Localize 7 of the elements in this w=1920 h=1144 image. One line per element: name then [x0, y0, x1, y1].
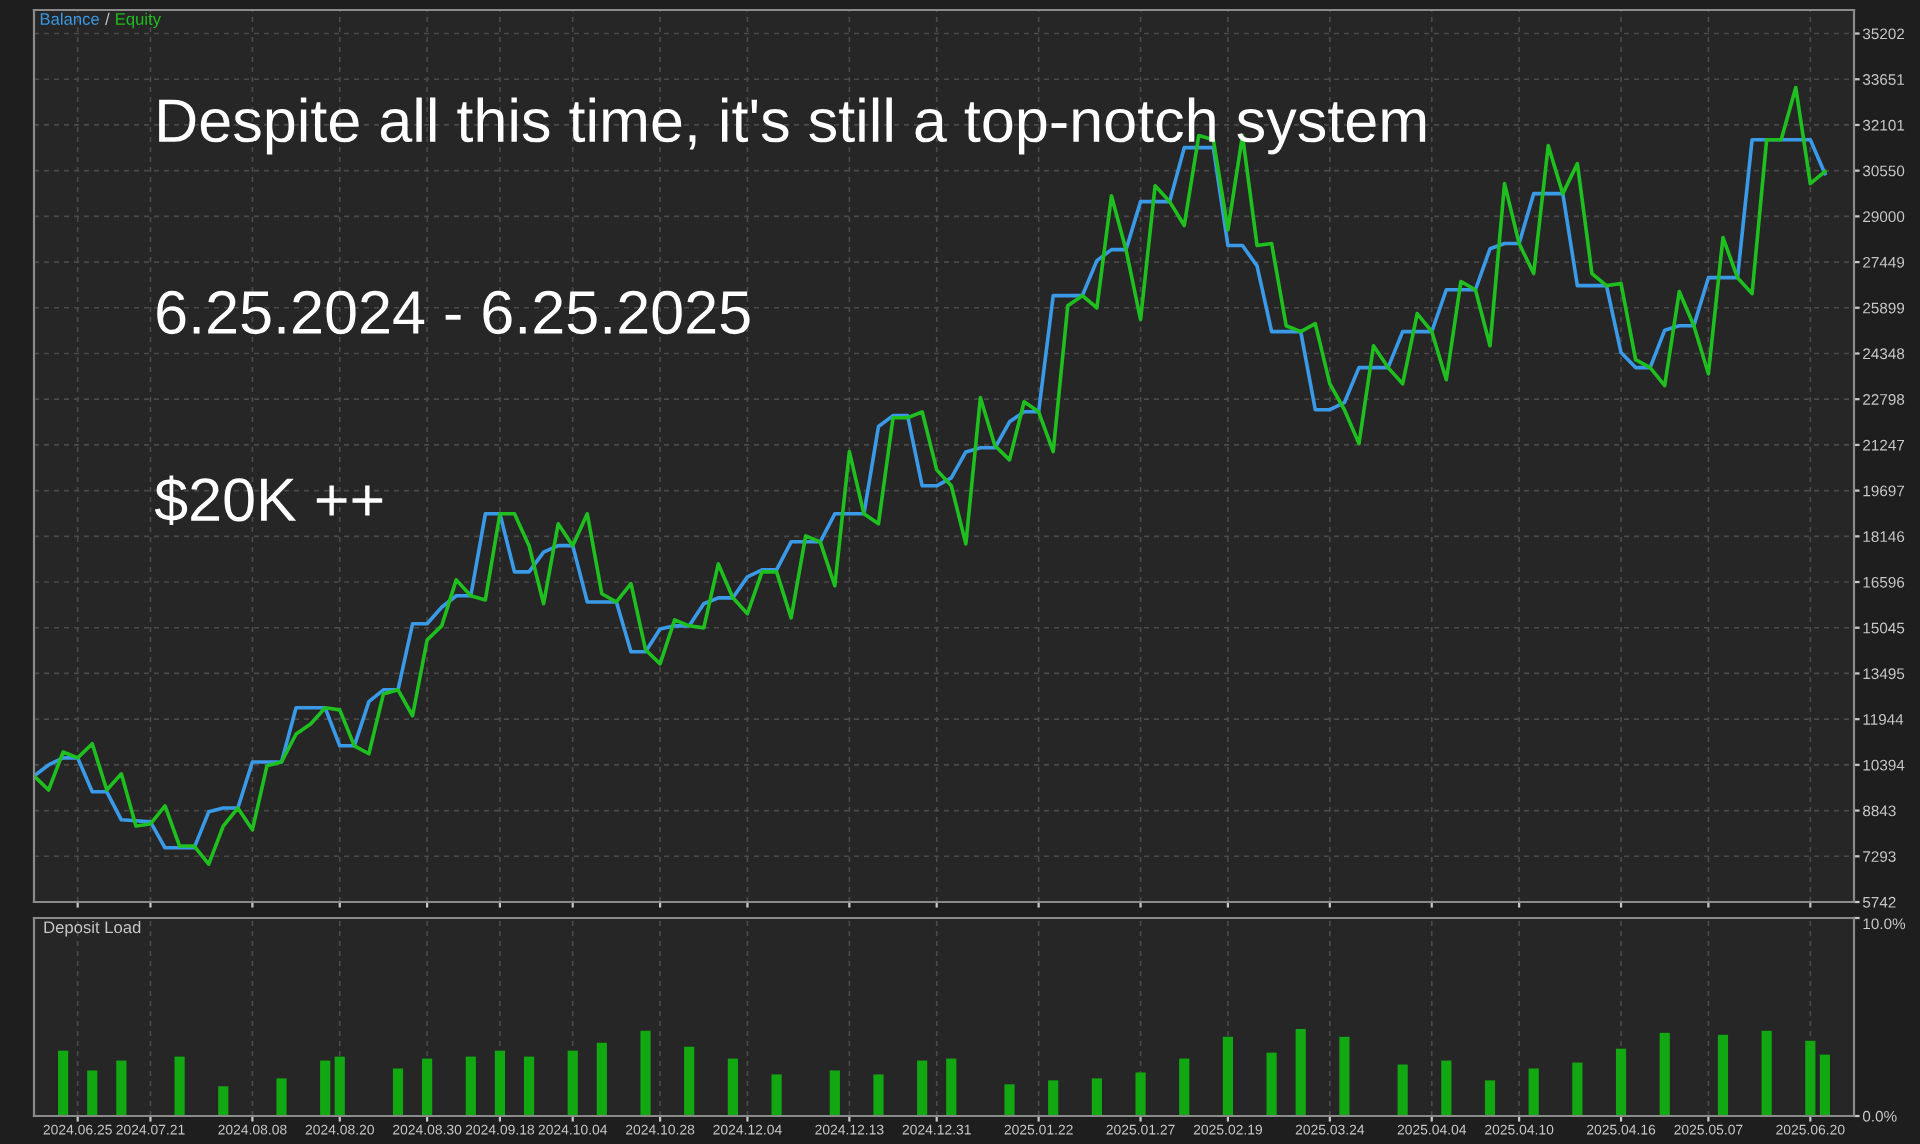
annotation: / — [105, 12, 110, 25]
annotation: 6.25.2024 - 6.25.2025 — [157, 290, 750, 335]
text: Equity — [116, 12, 161, 29]
annotation: $20K ++ — [154, 475, 383, 526]
chart-title: Deposit Load — [44, 920, 141, 937]
annotation: Despite all this time, it's still a top-notch system — [159, 97, 1426, 155]
text: Balance — [40, 12, 99, 25]
